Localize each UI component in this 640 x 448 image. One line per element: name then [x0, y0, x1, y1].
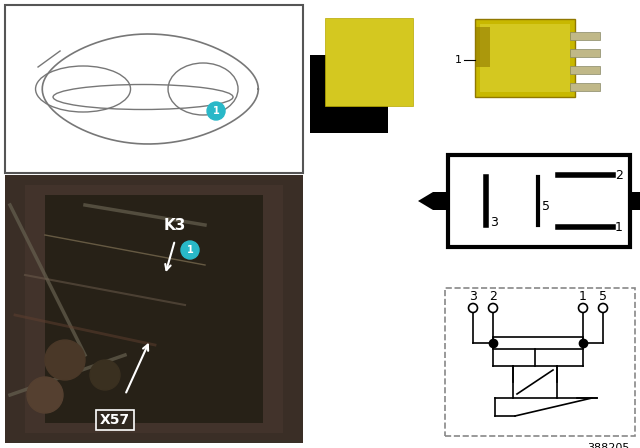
Circle shape: [207, 102, 225, 120]
Bar: [513, 366, 557, 398]
Circle shape: [45, 340, 85, 380]
Text: 1: 1: [455, 55, 462, 65]
Bar: [570, 83, 600, 91]
Circle shape: [468, 303, 477, 313]
Bar: [310, 55, 388, 133]
Circle shape: [579, 303, 588, 313]
Bar: [480, 24, 570, 92]
Circle shape: [90, 360, 120, 390]
Circle shape: [598, 303, 607, 313]
Bar: [570, 49, 600, 57]
Bar: [25, 185, 283, 433]
Text: 5: 5: [542, 199, 550, 212]
Bar: [570, 66, 600, 74]
Text: 5: 5: [599, 289, 607, 302]
Text: 2: 2: [615, 168, 623, 181]
Text: 3: 3: [469, 289, 477, 302]
Bar: [475, 19, 575, 97]
Text: 1: 1: [615, 220, 623, 233]
Text: 2: 2: [489, 289, 497, 302]
Bar: [325, 18, 413, 106]
Bar: [5, 5, 303, 173]
Text: K3: K3: [164, 217, 186, 233]
Text: 1: 1: [579, 289, 587, 302]
Text: 1: 1: [212, 106, 220, 116]
Bar: [448, 155, 630, 247]
Bar: [5, 175, 303, 443]
Text: X57: X57: [100, 413, 130, 427]
Circle shape: [488, 303, 497, 313]
Bar: [493, 337, 583, 349]
Text: 388205: 388205: [588, 443, 630, 448]
Bar: [45, 195, 263, 423]
Bar: [5, 175, 303, 443]
Bar: [445, 288, 635, 436]
Text: 1: 1: [187, 245, 193, 255]
Circle shape: [181, 241, 199, 259]
Circle shape: [27, 377, 63, 413]
Bar: [570, 32, 600, 40]
FancyArrow shape: [418, 192, 448, 210]
Text: 3: 3: [490, 215, 498, 228]
FancyArrow shape: [630, 192, 640, 210]
Bar: [475, 27, 490, 67]
